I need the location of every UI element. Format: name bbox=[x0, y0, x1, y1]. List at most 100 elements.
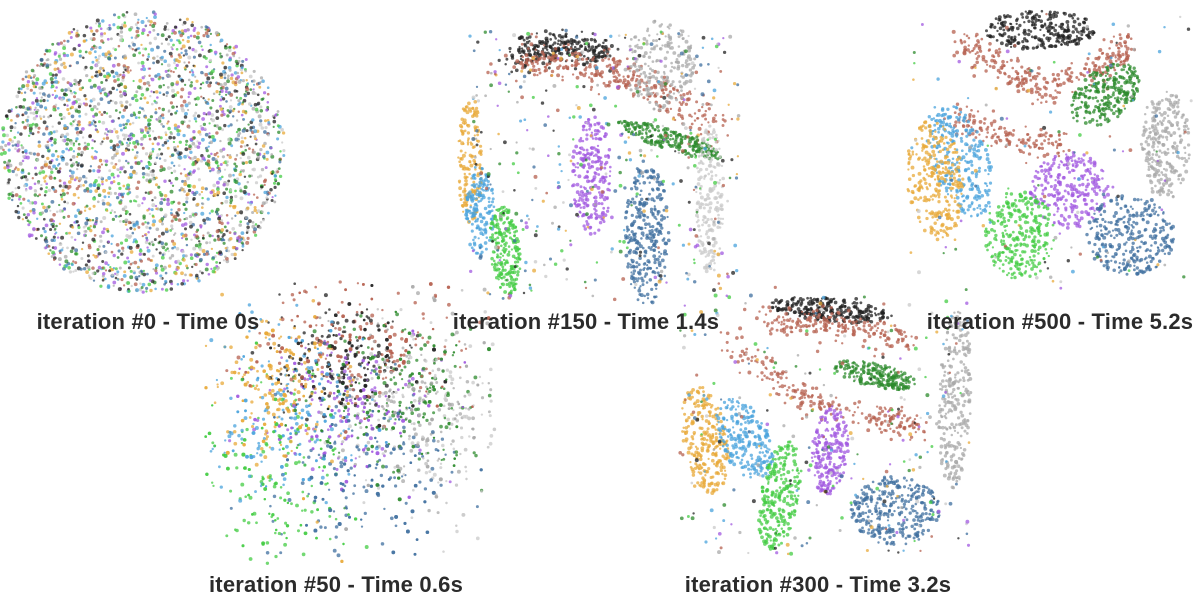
iter50-point-class-7 bbox=[327, 488, 331, 491]
iter0-point-class-6 bbox=[234, 44, 239, 49]
iter0-point-class-7 bbox=[84, 221, 89, 226]
iter0-point-class-9 bbox=[89, 276, 93, 281]
iter50-point-class-2 bbox=[385, 409, 388, 412]
iter0-point-class-7 bbox=[64, 88, 68, 92]
iter0-point-class-0 bbox=[41, 154, 45, 159]
iter50-point-class-7 bbox=[423, 500, 427, 504]
iter50-point-class-8 bbox=[255, 521, 258, 525]
iter0-point-class-9 bbox=[151, 254, 155, 258]
iter0-point-class-5 bbox=[175, 109, 179, 113]
iter50-point-class-2 bbox=[398, 404, 401, 407]
iter0-point-class-2 bbox=[226, 79, 230, 84]
iter0-point-class-1 bbox=[157, 135, 161, 139]
iter50-point-class-7 bbox=[411, 435, 416, 440]
iter150-point-class-0 bbox=[581, 38, 584, 41]
iter0-point-class-7 bbox=[241, 128, 246, 133]
iter0-point-class-5 bbox=[133, 271, 136, 275]
iter0-point-class-3 bbox=[122, 165, 125, 169]
iter50-point-class-7 bbox=[364, 451, 369, 456]
iter0-point-class-3 bbox=[25, 178, 29, 182]
iter0-point-class-9 bbox=[118, 34, 121, 37]
iter0-point-class-6 bbox=[266, 101, 270, 104]
iter50-point-class-9 bbox=[422, 456, 425, 460]
iter0-point-class-5 bbox=[89, 47, 94, 51]
iter0-point-class-2 bbox=[247, 123, 250, 126]
iter0-point-class-3 bbox=[228, 68, 232, 72]
iter0-point-class-6 bbox=[192, 28, 196, 32]
iter50-point-class-8 bbox=[294, 431, 298, 435]
iter0-point-class-4 bbox=[244, 111, 248, 115]
iter0-point-class-4 bbox=[186, 39, 190, 44]
iter0-point-class-6 bbox=[144, 24, 148, 27]
iter50-point-class-0 bbox=[293, 324, 296, 328]
iter50-point-class-9 bbox=[359, 426, 363, 430]
iter50-point-class-7 bbox=[335, 384, 339, 388]
iter0-point-class-1 bbox=[141, 222, 145, 226]
iter50-point-class-7 bbox=[365, 432, 369, 437]
iter50-point-class-9 bbox=[488, 414, 492, 418]
iter0-point-class-5 bbox=[273, 174, 277, 178]
iter0-point-class-3 bbox=[187, 108, 190, 112]
iter0-point-class-1 bbox=[170, 239, 175, 243]
iter50-point-class-7 bbox=[379, 473, 384, 478]
iter0-point-class-7 bbox=[68, 64, 72, 68]
iter0-point-class-9 bbox=[26, 87, 30, 90]
iter0-point-class-9 bbox=[151, 173, 155, 177]
iter50-point-class-9 bbox=[450, 381, 454, 385]
iter0-point-class-5 bbox=[153, 15, 157, 20]
iter50-point-class-5 bbox=[270, 446, 275, 451]
iter0-point-class-4 bbox=[146, 101, 150, 105]
iter0-point-class-2 bbox=[148, 179, 152, 184]
iter50-point-class-5 bbox=[377, 428, 382, 432]
iter50-point-class-3 bbox=[393, 410, 397, 415]
iter0-point-class-8 bbox=[210, 69, 215, 74]
iter0-point-class-4 bbox=[71, 225, 75, 229]
iter50-point-class-1 bbox=[402, 359, 406, 364]
iter50-point-class-8 bbox=[261, 477, 265, 481]
iter0-point-class-9 bbox=[66, 201, 70, 205]
iter50-point-class-5 bbox=[285, 386, 289, 390]
iter0-point-class-2 bbox=[132, 53, 137, 58]
iter50-point-class-8 bbox=[290, 502, 293, 506]
iter50-point-class-7 bbox=[415, 538, 419, 541]
iter50-point-class-8 bbox=[211, 481, 214, 484]
iter0-point-class-3 bbox=[167, 74, 172, 78]
iter0-point-class-4 bbox=[53, 89, 57, 93]
iter0-point-class-3 bbox=[50, 167, 53, 171]
iter0-point-class-7 bbox=[82, 266, 87, 271]
iter50-point-class-3 bbox=[426, 459, 430, 463]
iter0-point-class-0 bbox=[168, 51, 173, 56]
iter0-point-class-1 bbox=[67, 214, 71, 218]
iter50-point-class-7 bbox=[398, 446, 403, 451]
iter0-point-class-9 bbox=[32, 111, 36, 115]
iter0-point-class-1 bbox=[52, 258, 56, 262]
iter50-point-class-2 bbox=[382, 323, 386, 328]
iter0-point-class-6 bbox=[182, 279, 186, 283]
iter0-point-class-5 bbox=[151, 147, 155, 151]
iter0-point-class-9 bbox=[224, 199, 229, 204]
iter50-point-class-1 bbox=[244, 370, 248, 374]
iter50-point-class-8 bbox=[244, 495, 247, 498]
iter50-point-class-1 bbox=[358, 303, 362, 306]
iter50-point-class-0 bbox=[410, 346, 413, 349]
iter50-point-class-5 bbox=[324, 500, 328, 505]
iter50-point-class-1 bbox=[413, 300, 417, 305]
iter50-point-class-8 bbox=[274, 531, 277, 535]
iter50-point-class-9 bbox=[381, 317, 384, 320]
iter50-point-class-8 bbox=[272, 430, 276, 434]
iter0-point-class-4 bbox=[20, 91, 23, 95]
iter50-point-class-5 bbox=[219, 485, 223, 489]
iter50-point-class-3 bbox=[480, 396, 485, 400]
iter0-point-class-6 bbox=[101, 230, 105, 235]
iter0-point-class-5 bbox=[115, 88, 119, 91]
iter0-point-class-3 bbox=[172, 233, 176, 237]
iter0-point-class-2 bbox=[54, 167, 58, 170]
iter50-point-class-4 bbox=[320, 372, 324, 376]
iter0-point-class-7 bbox=[173, 164, 176, 167]
iter0-point-class-9 bbox=[223, 168, 227, 171]
iter50-point-class-0 bbox=[386, 321, 390, 325]
iter50-point-class-3 bbox=[427, 421, 432, 426]
iter0-point-class-8 bbox=[65, 232, 68, 235]
iter0-point-class-2 bbox=[185, 139, 189, 143]
iter50-point-class-1 bbox=[370, 313, 375, 318]
